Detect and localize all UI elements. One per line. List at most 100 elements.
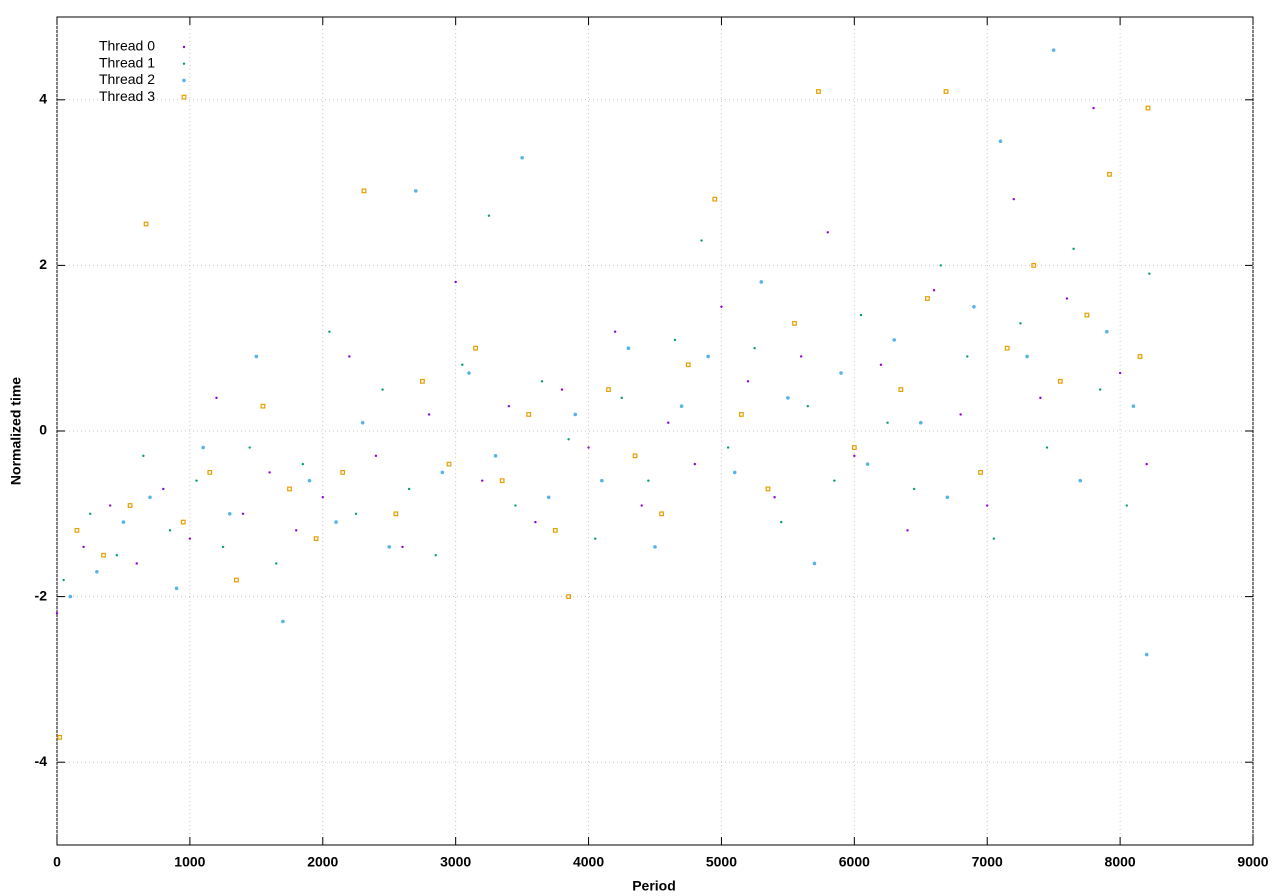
point [685,362,691,368]
point [142,454,145,458]
point [313,536,319,542]
point [567,438,570,441]
point [613,330,617,333]
point [833,479,836,482]
point [201,445,205,450]
point [101,552,106,558]
point [195,479,198,482]
point [1107,171,1112,177]
point [912,487,916,491]
y-tick-label: 2 [39,256,47,272]
point [281,619,285,624]
point [706,354,710,359]
point [534,520,537,524]
point [759,280,764,284]
point [1078,478,1083,483]
y-axis-title: Normalized time [8,377,24,485]
point [945,495,950,500]
point [1065,297,1069,300]
point [221,545,225,549]
point [74,527,80,533]
point [943,89,949,94]
point [1039,396,1042,400]
point [1125,504,1128,507]
point [57,734,63,740]
point [552,527,558,533]
point [826,231,829,234]
point [1105,329,1109,334]
point [361,188,367,194]
point [647,479,650,482]
point [1148,272,1151,275]
point [1057,378,1063,384]
point [780,520,783,524]
point [806,404,810,408]
x-tick-label: 8000 [1105,854,1136,870]
point [62,578,65,582]
point [1118,371,1122,375]
point [659,511,665,517]
point [992,537,996,540]
point [606,387,611,392]
point [188,537,192,540]
point [839,371,843,375]
x-tick-label: 0 [53,854,61,870]
x-tick-label: 9000 [1237,854,1268,870]
point [446,461,452,467]
point [354,512,358,515]
point [594,537,597,540]
legend-label: Thread 3 [99,88,155,104]
point [693,462,697,466]
point [374,454,378,458]
point [978,470,983,475]
point [420,378,425,384]
point [180,519,186,525]
point [959,413,962,416]
point [546,495,551,500]
point [227,512,232,516]
legend-label: Thread 2 [99,71,155,87]
legend-label: Thread 0 [99,38,155,54]
point [1045,446,1049,449]
point [328,330,331,333]
point [753,347,756,350]
point [507,404,511,408]
y-tick-label: 0 [39,422,47,438]
point [1025,354,1029,359]
point [275,562,278,565]
point [473,345,478,351]
point [560,388,564,391]
point [918,420,923,425]
point [481,479,484,482]
x-tick-label: 3000 [440,854,471,870]
point [851,445,857,450]
point [234,577,239,583]
x-tick-label: 4000 [573,854,604,870]
point [732,470,737,475]
point [746,380,750,383]
point [892,338,896,342]
point [434,554,437,557]
point [1092,106,1095,110]
point [287,486,292,492]
point [454,280,457,284]
point [89,512,92,515]
point [414,189,418,193]
point [215,396,218,400]
point [587,446,590,449]
point [786,396,790,400]
point [1145,105,1151,111]
point [427,413,431,416]
point [260,403,266,409]
point [487,214,491,217]
point [1072,247,1075,251]
legend-marker [181,94,187,100]
point [241,512,245,515]
point [1004,345,1010,351]
point [520,155,524,160]
legend-label: Thread 1 [99,54,155,70]
point [986,504,989,507]
point [972,305,976,309]
point [135,562,138,565]
point [526,412,532,417]
